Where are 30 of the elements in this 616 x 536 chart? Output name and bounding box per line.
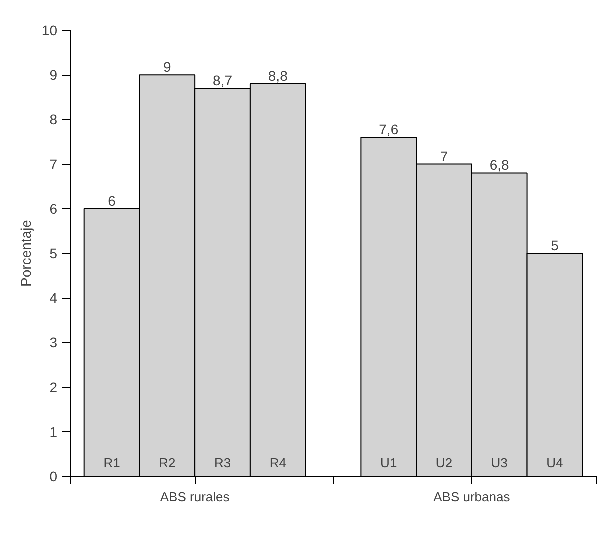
- x-tick-label: U1: [380, 456, 398, 470]
- y-tick-label: 1: [50, 424, 58, 440]
- x-tick-label: U3: [491, 456, 508, 470]
- y-tick-label: 3: [50, 334, 58, 351]
- y-tick-label: 9: [50, 67, 58, 84]
- y-tick-label: 5: [50, 246, 58, 262]
- x-tick-label: R4: [270, 456, 286, 470]
- y-tick-label: 7: [50, 156, 58, 172]
- y-tick-label: 4: [50, 290, 58, 306]
- y-tick-label: 10: [42, 22, 58, 38]
- x-tick-label: U2: [436, 456, 453, 470]
- data-label: 5: [551, 238, 560, 254]
- data-label: 6: [108, 192, 116, 209]
- text: ABS rurales: [160, 490, 230, 504]
- y-tick-label: 2: [50, 379, 58, 396]
- y-tick-label: 0: [50, 468, 58, 484]
- y-tick-label: 6: [50, 200, 58, 217]
- x-tick-label: R1: [104, 456, 120, 470]
- y-tick-label: 8: [50, 112, 58, 128]
- data-label: 8,8: [268, 68, 288, 84]
- x-tick-label: R2: [159, 456, 176, 470]
- data-label: 7,6: [379, 122, 399, 138]
- data-label: 7: [440, 148, 448, 164]
- data-label: 9: [164, 59, 172, 76]
- data-label: 6,8: [490, 157, 510, 174]
- x-tick-label: U4: [546, 456, 564, 470]
- text: ABS urbanas: [434, 490, 511, 504]
- y-axis-title: Porcentaje: [18, 220, 34, 287]
- x-tick-label: R3: [214, 456, 232, 470]
- data-label: 8,7: [213, 72, 233, 88]
